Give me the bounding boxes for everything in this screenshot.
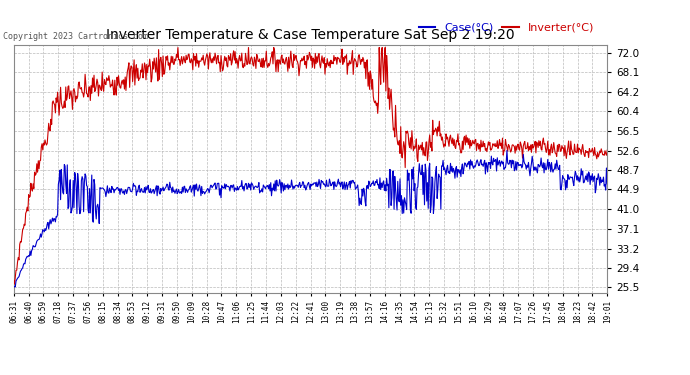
- Title: Inverter Temperature & Case Temperature Sat Sep 2 19:20: Inverter Temperature & Case Temperature …: [106, 28, 515, 42]
- Legend: Case(°C), Inverter(°C): Case(°C), Inverter(°C): [414, 18, 599, 37]
- Text: Copyright 2023 Cartronics.com: Copyright 2023 Cartronics.com: [3, 32, 148, 41]
